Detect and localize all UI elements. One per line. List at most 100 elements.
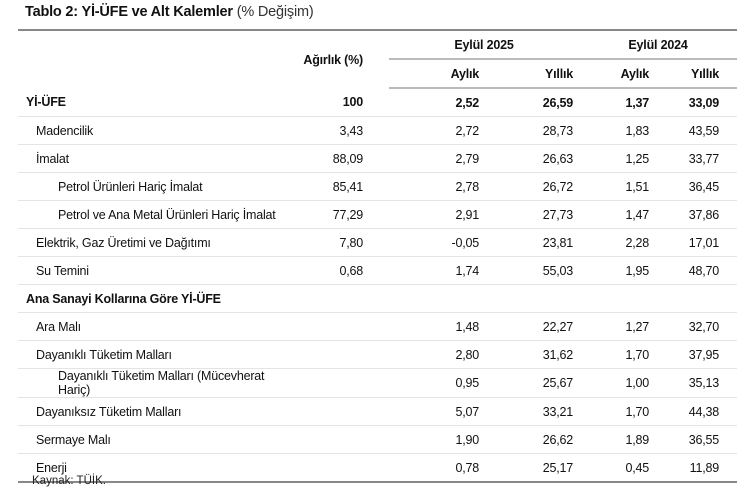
weight-cell: 88,09 (293, 144, 389, 173)
annual-2024-cell: 37,95 (649, 340, 737, 369)
weight-cell (293, 284, 389, 313)
title-main: Tablo 2: Yİ-ÜFE ve Alt Kalemler (25, 4, 233, 20)
monthly-2024-cell: 0,45 (579, 453, 649, 483)
monthly-2025-cell: 2,79 (389, 144, 493, 173)
monthly-2024-cell (579, 284, 649, 313)
annual-2025-cell: 26,62 (493, 425, 579, 454)
row-label: Petrol Ürünleri Hariç İmalat (18, 172, 293, 201)
monthly-2024-cell: 1,47 (579, 200, 649, 229)
table-row: Dayanıksız Tüketim Malları 5,07 33,21 1,70 4… (18, 397, 737, 426)
monthly-2025-cell: 0,78 (389, 453, 493, 483)
annual-2025-cell: 26,63 (493, 144, 579, 173)
monthly-2025-cell: 5,07 (389, 397, 493, 426)
monthly-2024-cell: 1,83 (579, 116, 649, 145)
monthly-header: Aylık (389, 59, 493, 89)
annual-2024-cell (649, 284, 737, 313)
annual-2025-cell: 28,73 (493, 116, 579, 145)
weight-cell (293, 425, 389, 454)
monthly-2025-cell: 1,48 (389, 312, 493, 341)
annual-header: Yıllık (649, 59, 737, 89)
annual-2025-cell: 26,72 (493, 172, 579, 201)
annual-2024-cell: 48,70 (649, 256, 737, 285)
monthly-2025-cell (389, 284, 493, 313)
weight-cell (293, 397, 389, 426)
annual-2024-cell: 11,89 (649, 453, 737, 483)
monthly-2024-cell: 1,70 (579, 397, 649, 426)
annual-2024-cell: 44,38 (649, 397, 737, 426)
row-label: Yİ-ÜFE (18, 88, 293, 117)
title-unit: (% Değişim) (236, 4, 314, 20)
table-row: Petrol ve Ana Metal Ürünleri Hariç İmala… (18, 200, 737, 229)
monthly-2025-cell: 2,52 (389, 88, 493, 117)
annual-2025-cell: 22,27 (493, 312, 579, 341)
annual-2025-cell: 31,62 (493, 340, 579, 369)
row-label: Sermaye Malı (18, 425, 293, 454)
weight-cell: 100 (293, 88, 389, 117)
weight-cell: 7,80 (293, 228, 389, 257)
weight-cell: 85,41 (293, 172, 389, 201)
annual-2024-cell: 33,09 (649, 88, 737, 117)
monthly-2024-cell: 1,70 (579, 340, 649, 369)
table-row: Su Temini 0,68 1,74 55,03 1,95 48,70 (18, 256, 737, 285)
annual-2025-cell: 26,59 (493, 88, 579, 117)
row-label: Dayanıklı Tüketim Malları (18, 340, 293, 369)
table-row: Dayanıklı Tüketim Malları (Mücevherat Ha… (18, 368, 737, 398)
table-row: Enerji 0,78 25,17 0,45 11,89 (18, 453, 737, 483)
weight-cell (293, 453, 389, 483)
row-label: Dayanıksız Tüketim Malları (18, 397, 293, 426)
source-note: Kaynak: TÜİK. (32, 475, 106, 487)
monthly-2025-cell: 2,91 (389, 200, 493, 229)
row-label: Madencilik (18, 116, 293, 145)
table-row: Yİ-ÜFE 100 2,52 26,59 1,37 33,09 (18, 88, 737, 117)
ufe-table: Ağırlık (%) Eylül 2025 Eylül 2024 Aylık … (18, 29, 737, 483)
monthly-2025-cell: 2,78 (389, 172, 493, 201)
annual-2025-cell (493, 284, 579, 313)
row-label: Ara Malı (18, 312, 293, 341)
period1-header: Eylül 2025 (389, 29, 579, 60)
table-row: Sermaye Malı 1,90 26,62 1,89 36,55 (18, 425, 737, 454)
annual-2025-cell: 27,73 (493, 200, 579, 229)
annual-2025-cell: 25,67 (493, 368, 579, 398)
monthly-2024-cell: 1,89 (579, 425, 649, 454)
weight-cell: 3,43 (293, 116, 389, 145)
annual-2025-cell: 33,21 (493, 397, 579, 426)
monthly-2024-cell: 1,37 (579, 88, 649, 117)
annual-2024-cell: 35,13 (649, 368, 737, 398)
monthly-2024-cell: 1,00 (579, 368, 649, 398)
monthly-2024-cell: 1,25 (579, 144, 649, 173)
table-row: Petrol Ürünleri Hariç İmalat 85,41 2,78 26,… (18, 172, 737, 201)
row-label: İmalat (18, 144, 293, 173)
annual-header: Yıllık (493, 59, 579, 89)
table-row: Ara Malı 1,48 22,27 1,27 32,70 (18, 312, 737, 341)
annual-2024-cell: 32,70 (649, 312, 737, 341)
annual-2025-cell: 25,17 (493, 453, 579, 483)
monthly-header: Aylık (579, 59, 649, 89)
table-row: Elektrik, Gaz Üretimi ve Dağıtımı 7,80 -0,… (18, 228, 737, 257)
annual-2024-cell: 36,45 (649, 172, 737, 201)
row-label: Su Temini (18, 256, 293, 285)
monthly-2025-cell: -0,05 (389, 228, 493, 257)
weight-cell: 77,29 (293, 200, 389, 229)
monthly-2025-cell: 1,74 (389, 256, 493, 285)
table-row: Madencilik 3,43 2,72 28,73 1,83 43,59 (18, 116, 737, 145)
weight-cell (293, 340, 389, 369)
monthly-2024-cell: 1,51 (579, 172, 649, 201)
weight-cell (293, 368, 389, 398)
row-label: Dayanıklı Tüketim Malları (Mücevherat Ha… (18, 368, 293, 398)
monthly-2024-cell: 1,95 (579, 256, 649, 285)
row-label: Elektrik, Gaz Üretimi ve Dağıtımı (18, 228, 293, 257)
monthly-2025-cell: 1,90 (389, 425, 493, 454)
monthly-2025-cell: 2,80 (389, 340, 493, 369)
annual-2024-cell: 37,86 (649, 200, 737, 229)
table-row: Ana Sanayi Kollarına Göre Yİ-ÜFE (18, 284, 737, 313)
label-header (18, 29, 293, 88)
row-label: Ana Sanayi Kollarına Göre Yİ-ÜFE (18, 284, 293, 313)
annual-2024-cell: 36,55 (649, 425, 737, 454)
monthly-2024-cell: 1,27 (579, 312, 649, 341)
table-title: Tablo 2: Yİ-ÜFE ve Alt Kalemler (% Değiş… (25, 4, 314, 20)
weight-cell (293, 312, 389, 341)
weight-header: Ağırlık (%) (293, 29, 389, 88)
annual-2025-cell: 23,81 (493, 228, 579, 257)
monthly-2025-cell: 2,72 (389, 116, 493, 145)
annual-2025-cell: 55,03 (493, 256, 579, 285)
